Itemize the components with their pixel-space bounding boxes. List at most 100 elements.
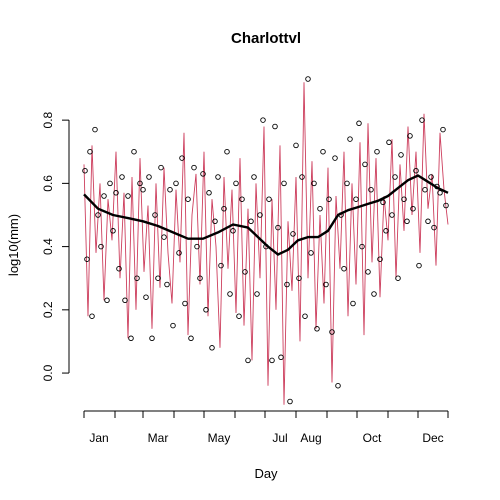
- data-point: [224, 148, 230, 155]
- data-point: [251, 174, 257, 180]
- data-point: [257, 212, 263, 218]
- data-point: [284, 281, 290, 288]
- data-point: [287, 398, 293, 405]
- y-tick-label: 0.8: [41, 111, 55, 128]
- data-point: [404, 218, 410, 225]
- data-point: [95, 212, 101, 218]
- data-point: [413, 167, 419, 174]
- data-point: [305, 76, 311, 82]
- data-point: [107, 180, 113, 187]
- data-point: [311, 180, 317, 187]
- data-point: [407, 133, 413, 139]
- data-point: [173, 180, 179, 187]
- data-point: [87, 148, 93, 155]
- x-tick-label: Jan: [89, 431, 108, 445]
- data-point: [206, 190, 212, 196]
- data-point: [395, 275, 401, 281]
- x-tick-label: Dec: [422, 431, 443, 445]
- x-tick-label: May: [208, 431, 231, 445]
- x-tick-label: Jul: [272, 431, 287, 445]
- data-point: [236, 313, 242, 319]
- data-point: [188, 335, 194, 342]
- data-point: [266, 196, 272, 202]
- data-point: [347, 136, 353, 142]
- data-point: [185, 196, 191, 202]
- data-point: [197, 275, 203, 281]
- data-point: [350, 300, 356, 307]
- data-point: [371, 291, 377, 297]
- data-point: [239, 196, 245, 202]
- data-point: [362, 161, 368, 168]
- data-point: [440, 126, 446, 133]
- data-point: [221, 205, 227, 212]
- data-point: [365, 269, 371, 275]
- data-point: [437, 190, 443, 196]
- data-point: [176, 250, 182, 256]
- data-point: [317, 205, 323, 212]
- data-point: [377, 256, 383, 262]
- data-point: [158, 164, 164, 171]
- data-point: [146, 174, 152, 180]
- data-point: [416, 262, 422, 269]
- data-point: [443, 202, 449, 209]
- data-point: [200, 171, 206, 177]
- data-point: [218, 262, 224, 269]
- data-point: [329, 329, 335, 335]
- y-tick-label: 0.4: [41, 238, 55, 255]
- plot-area: [82, 76, 449, 405]
- smoothed-series-line: [83, 174, 449, 256]
- data-point: [155, 275, 161, 281]
- data-point: [281, 180, 287, 187]
- data-point: [341, 265, 347, 272]
- x-tick-label: Aug: [300, 431, 321, 445]
- x-axis-label: Day: [254, 466, 278, 481]
- data-point: [260, 117, 266, 123]
- data-point: [431, 224, 437, 231]
- data-point: [383, 228, 389, 234]
- data-point: [191, 164, 197, 171]
- data-point: [164, 281, 170, 288]
- data-point: [101, 193, 107, 199]
- data-point: [374, 148, 380, 155]
- y-tick-label: 0.6: [41, 175, 55, 192]
- data-point: [344, 180, 350, 187]
- data-point: [203, 307, 209, 313]
- data-point: [275, 224, 281, 231]
- x-tick-label: Oct: [363, 431, 382, 445]
- data-point: [368, 186, 374, 193]
- data-point: [131, 148, 137, 155]
- data-point: [140, 186, 146, 193]
- data-point: [335, 382, 341, 389]
- data-point: [290, 231, 296, 237]
- data-point: [113, 190, 119, 196]
- data-point: [215, 174, 221, 180]
- data-point: [254, 291, 260, 297]
- y-tick-label: 0.0: [41, 364, 55, 381]
- data-point: [392, 174, 398, 180]
- data-point: [122, 297, 128, 304]
- data-point: [269, 357, 275, 364]
- data-point: [302, 313, 308, 319]
- data-point: [356, 120, 362, 127]
- data-point: [152, 212, 158, 218]
- data-point: [410, 205, 416, 212]
- data-point: [209, 345, 215, 351]
- data-point: [104, 297, 110, 304]
- data-point: [278, 354, 284, 361]
- data-point: [128, 335, 134, 342]
- data-point: [326, 196, 332, 202]
- data-point: [143, 294, 149, 300]
- y-tick-label: 0.2: [41, 301, 55, 318]
- data-point: [314, 326, 320, 332]
- x-axis: Jan Mar May Jul Aug Oct Dec: [83, 410, 449, 445]
- data-point: [134, 275, 140, 281]
- data-point: [110, 228, 116, 234]
- data-point: [323, 281, 329, 288]
- data-point: [422, 186, 428, 193]
- data-point: [119, 174, 125, 180]
- data-point: [194, 243, 200, 250]
- data-point: [149, 335, 155, 342]
- data-point: [170, 322, 176, 329]
- data-point: [212, 218, 218, 225]
